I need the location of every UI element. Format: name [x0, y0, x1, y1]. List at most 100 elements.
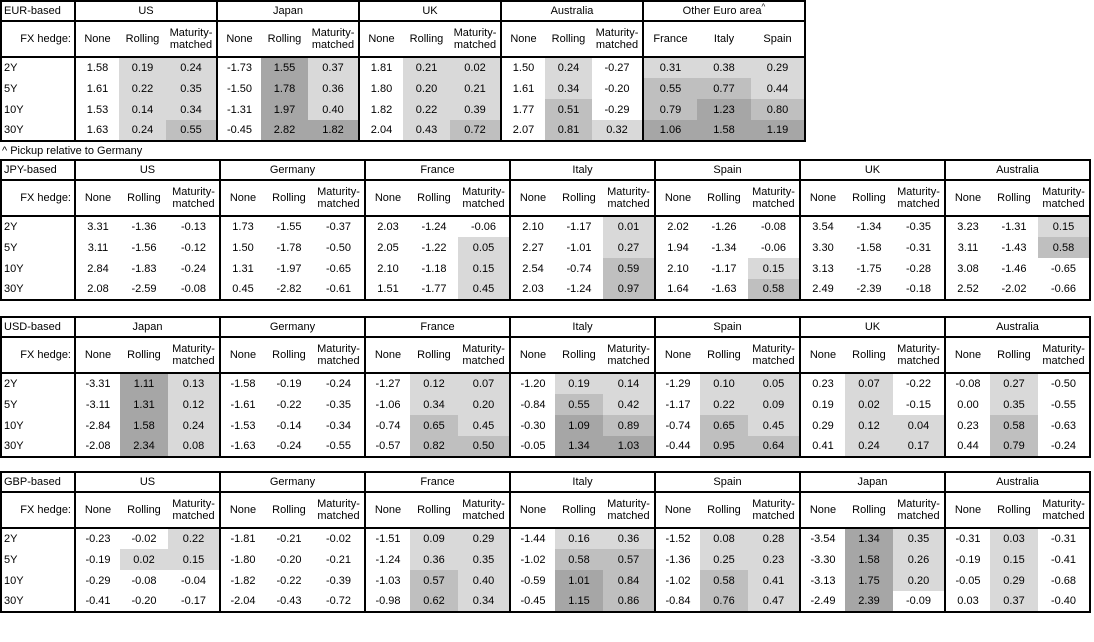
country-name: UK — [422, 5, 438, 17]
value-cell: 0.13 — [168, 373, 220, 394]
value-cell: -1.97 — [276, 262, 302, 275]
value-cell: -1.20 — [509, 373, 555, 394]
value-cell: -0.18 — [905, 283, 932, 295]
value-cell: 0.40 — [458, 570, 510, 591]
country-name: Spain — [713, 164, 742, 176]
value-cell: -1.63 — [711, 283, 737, 295]
value-cell: -1.80 — [219, 549, 265, 570]
base-currency-label: JPY-based — [1, 160, 76, 181]
value-cell: -0.14 — [276, 419, 302, 432]
value-cell: 0.14 — [119, 99, 166, 120]
value-cell: -1.82 — [219, 570, 265, 591]
country-header: Australia — [500, 1, 643, 22]
value-cell: -3.13 — [799, 570, 845, 591]
gbp-based-table-slot: GBP-based US Germany France Italy Spain Japan A… — [0, 471, 1094, 613]
value-cell: 1.61 — [74, 78, 119, 99]
value-cell: -0.28 — [905, 262, 932, 275]
value-cell: 0.89 — [603, 415, 655, 436]
value-cell: -0.31 — [905, 241, 932, 254]
value-cell: -0.84 — [509, 394, 555, 415]
value-cell: -0.05 — [944, 570, 990, 591]
value-cell: -0.65 — [325, 262, 352, 275]
value-cell: 0.12 — [168, 394, 220, 415]
value-cell: 1.06 — [642, 120, 697, 141]
country-header: US — [74, 160, 220, 181]
tenor-label: 30Y — [1, 120, 76, 141]
country-header: Australia — [944, 317, 1090, 338]
country-name: France — [420, 321, 455, 333]
value-cell: 1.58 — [845, 549, 893, 570]
value-cell: -0.06 — [470, 221, 497, 233]
hedge-type-header: Rolling — [990, 337, 1038, 374]
value-cell: -1.75 — [856, 262, 882, 275]
hedge-type-header: Maturity-matched — [893, 337, 945, 374]
eur-based-table-slot: EUR-based US Japan UK Australia Other Euro ar… — [0, 0, 1094, 142]
value-cell: 0.09 — [748, 394, 800, 415]
value-cell: 0.55 — [166, 120, 217, 141]
value-cell: -1.58 — [856, 241, 882, 254]
value-cell: -0.74 — [364, 415, 410, 436]
hedge-type-header: Rolling — [845, 337, 893, 374]
value-cell: 0.22 — [403, 99, 450, 120]
value-cell: 0.09 — [410, 528, 458, 549]
hedge-type-header: Maturity-matched — [1038, 180, 1090, 217]
value-cell: 2.10 — [364, 258, 410, 279]
value-cell: -1.43 — [1001, 241, 1027, 254]
country-header: US — [74, 1, 217, 22]
value-cell: 3.13 — [799, 258, 845, 279]
value-cell: 0.40 — [308, 99, 359, 120]
value-cell: -2.59 — [131, 283, 157, 295]
value-cell: -0.24 — [276, 440, 302, 452]
value-cell: -0.72 — [325, 595, 352, 607]
spacer — [0, 458, 1094, 471]
value-cell: 0.42 — [603, 394, 655, 415]
value-cell: 2.04 — [358, 120, 403, 141]
value-cell: 0.58 — [748, 279, 800, 300]
value-cell: -0.21 — [325, 553, 352, 566]
hedge-type-header: Maturity-matched — [893, 492, 945, 529]
value-cell: 2.03 — [509, 279, 555, 300]
value-cell: -1.36 — [654, 549, 700, 570]
country-header: Spain — [654, 160, 800, 181]
value-cell: 0.65 — [410, 415, 458, 436]
value-cell: 1.94 — [654, 237, 700, 258]
value-cell: -1.55 — [276, 221, 302, 233]
value-cell: -0.30 — [509, 415, 555, 436]
value-cell: 1.23 — [697, 99, 751, 120]
hedge-type-header: Rolling — [261, 21, 308, 58]
hedge-type-header: None — [654, 492, 700, 529]
value-cell: 1.78 — [261, 78, 308, 99]
value-cell: 0.95 — [700, 436, 748, 457]
value-cell: -0.63 — [1050, 419, 1077, 432]
hedge-type-header: Rolling — [555, 337, 603, 374]
country-name: Australia — [996, 321, 1039, 333]
tenor-label: 10Y — [1, 415, 76, 436]
fx-hedge-label: FX hedge: — [1, 180, 76, 217]
hedge-type-header: Rolling — [555, 492, 603, 529]
hedge-type-header: Maturity-matched — [313, 492, 365, 529]
hedge-type-header: None — [799, 337, 845, 374]
value-cell: -1.31 — [216, 99, 261, 120]
value-cell: -0.02 — [131, 533, 157, 545]
value-cell: 0.00 — [944, 394, 990, 415]
value-cell: -0.55 — [1050, 398, 1077, 411]
value-cell: 0.58 — [1038, 237, 1090, 258]
value-cell: -1.81 — [219, 528, 265, 549]
value-cell: -0.08 — [131, 574, 157, 587]
country-header: France — [364, 472, 510, 493]
value-cell: 0.23 — [799, 373, 845, 394]
country-name: France — [420, 476, 455, 488]
tenor-label: 2Y — [1, 373, 76, 394]
country-header: Italy — [509, 472, 655, 493]
value-cell: 0.16 — [555, 528, 603, 549]
value-cell: 1.19 — [751, 120, 805, 141]
value-cell: 2.34 — [120, 436, 168, 457]
hedge-type-header: None — [216, 21, 261, 58]
value-cell: 0.31 — [642, 57, 697, 78]
value-cell: 0.14 — [603, 373, 655, 394]
country-name: France — [420, 164, 455, 176]
hedge-type-header: Maturity-matched — [313, 337, 365, 374]
hedge-type-header: Rolling — [265, 337, 313, 374]
value-cell: 0.21 — [403, 57, 450, 78]
value-cell: 0.29 — [799, 415, 845, 436]
